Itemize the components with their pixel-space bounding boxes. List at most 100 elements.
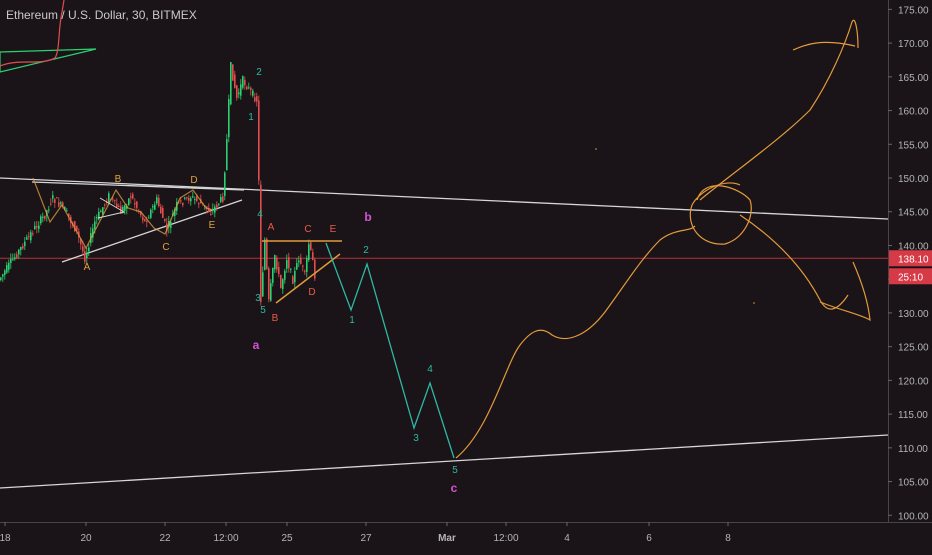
candle-body-142 — [284, 270, 286, 280]
wave-label-yellow-B-4: B — [115, 174, 122, 185]
candle-body-129 — [258, 100, 260, 181]
candle-body-30 — [60, 202, 62, 204]
wave-label-yellow-C-5: C — [162, 242, 169, 253]
candle-body-50 — [100, 211, 102, 213]
candle-body-146 — [292, 276, 294, 284]
candle-body-12 — [24, 241, 26, 247]
projection-wave-label-2: 2 — [363, 245, 369, 256]
candle-body-68 — [136, 201, 138, 208]
candle-body-18 — [36, 226, 38, 228]
candle-body-122 — [244, 80, 246, 86]
candle-body-22 — [44, 215, 46, 219]
price-tick-label-14: 105.00 — [898, 478, 929, 489]
time-tick-label-10: 8 — [725, 533, 731, 544]
candle-body-147 — [294, 270, 296, 283]
countdown-value: 25:10 — [898, 272, 923, 283]
triangle-bottom-line[interactable] — [275, 253, 341, 304]
candle-body-155 — [310, 242, 312, 250]
candle-body-73 — [146, 221, 148, 223]
orange-lower-arrow[interactable] — [739, 214, 849, 310]
wave-label-teal-5-12: 5 — [260, 305, 266, 316]
price-tick-label-4: 155.00 — [898, 140, 929, 151]
candle-body-10 — [20, 247, 22, 250]
candle-body-141 — [282, 279, 284, 290]
candle-body-152 — [304, 270, 306, 272]
candle-body-99 — [198, 203, 200, 205]
lower-trendline[interactable] — [0, 434, 889, 489]
candle-body-148 — [296, 263, 298, 270]
candle-body-19 — [38, 225, 40, 229]
time-axis-background — [0, 522, 932, 550]
orange-upper-arrow[interactable] — [699, 19, 859, 201]
candle-body-72 — [144, 219, 146, 222]
candle-body-9 — [18, 249, 20, 255]
candle-body-70 — [140, 211, 142, 216]
candle-body-130 — [260, 184, 262, 302]
candle-body-81 — [162, 208, 164, 218]
candle-body-78 — [156, 197, 158, 204]
candle-body-41 — [82, 246, 84, 252]
candle-body-52 — [104, 204, 106, 206]
candle-body-79 — [158, 197, 160, 207]
candle-body-66 — [132, 194, 134, 199]
candle-body-124 — [248, 87, 250, 89]
candle-body-138 — [276, 257, 278, 270]
orange-projection-curve[interactable] — [455, 225, 696, 459]
grey-dot — [753, 302, 755, 304]
projection-wave-label-5: 5 — [452, 465, 458, 476]
candle-body-119 — [238, 92, 240, 95]
candle-body-96 — [192, 196, 194, 198]
candle-body-140 — [280, 274, 282, 288]
candle-body-3 — [6, 265, 8, 273]
candle-body-57 — [114, 199, 116, 201]
candle-body-16 — [32, 233, 34, 235]
orange-dot — [595, 148, 597, 150]
candle-body-143 — [286, 260, 288, 269]
wave-label-teal-2-9: 2 — [256, 67, 262, 78]
candle-body-137 — [274, 255, 276, 270]
candle-body-71 — [142, 217, 144, 221]
wave-label-magenta-c-2: c — [451, 481, 458, 495]
price-tick-label-12: 115.00 — [898, 410, 928, 421]
candle-body-104 — [208, 207, 210, 212]
candle-body-106 — [212, 208, 214, 211]
candle-body-28 — [56, 197, 58, 199]
candle-body-74 — [148, 217, 150, 219]
candle-body-4 — [8, 262, 10, 270]
candle-body-26 — [52, 195, 54, 199]
projection-path[interactable] — [325, 242, 455, 459]
wave-label-teal-1-8: 1 — [248, 112, 254, 123]
candle-body-15 — [30, 232, 32, 241]
candle-body-31 — [62, 202, 64, 207]
candle-body-5 — [10, 259, 12, 263]
candle-body-38 — [76, 225, 78, 231]
candle-body-75 — [150, 209, 152, 218]
candle-body-98 — [196, 196, 198, 201]
price-tick-label-13: 110.00 — [898, 444, 928, 455]
price-tick-label-9: 130.00 — [898, 309, 929, 320]
candle-body-80 — [160, 206, 162, 214]
candle-body-64 — [128, 198, 130, 205]
wave-label-red-D-16: D — [308, 287, 315, 298]
candle-body-27 — [54, 199, 56, 203]
candle-body-17 — [34, 225, 36, 230]
triangle-resistance-line[interactable] — [31, 181, 245, 191]
orange-circle-mark[interactable] — [689, 182, 752, 245]
candle-body-133 — [266, 238, 268, 270]
candle-body-87 — [174, 208, 176, 217]
wave-label-yellow-E-7: E — [209, 220, 216, 231]
upper-trendline[interactable] — [0, 177, 889, 220]
last-price-badge — [889, 250, 932, 267]
price-tick-label-2: 165.00 — [898, 73, 929, 84]
candle-body-153 — [306, 257, 308, 272]
candle-body-7 — [14, 257, 16, 260]
projection-wave-label-4: 4 — [427, 364, 433, 375]
price-tick-label-3: 160.00 — [898, 107, 929, 118]
wave-abcde-zigzag — [32, 177, 213, 250]
candle-body-97 — [194, 199, 196, 201]
candle-body-145 — [290, 268, 292, 270]
candle-body-90 — [180, 200, 182, 202]
candle-body-1 — [1, 274, 4, 277]
